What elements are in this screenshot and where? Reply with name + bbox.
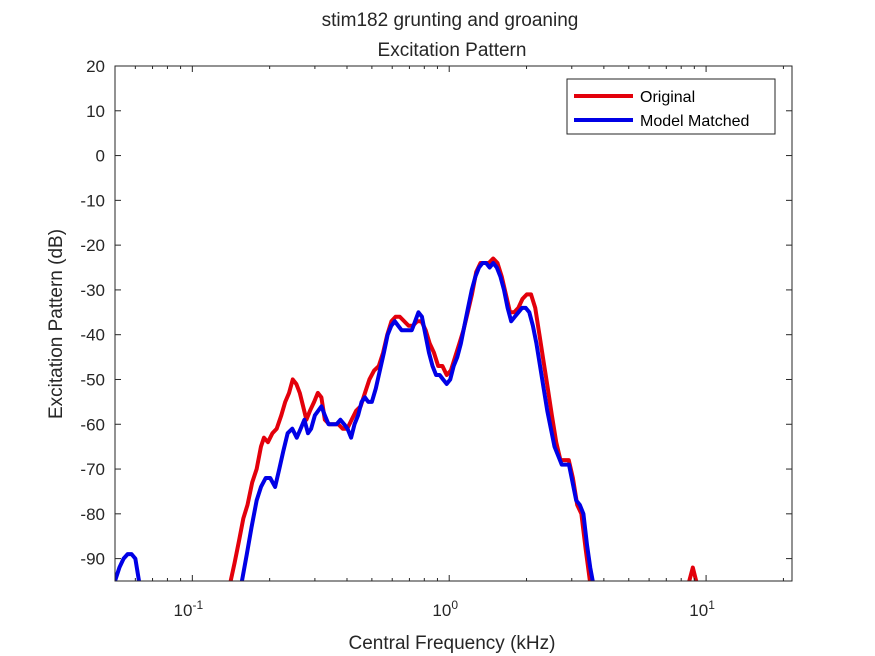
y-tick-label: -40 [80, 326, 105, 345]
y-tick-label: -80 [80, 505, 105, 524]
y-tick-label: -50 [80, 370, 105, 389]
series-line-model-matched [115, 552, 141, 581]
y-tick-label: -10 [80, 191, 105, 210]
series-layer [115, 256, 699, 581]
series-line-original [228, 256, 592, 581]
y-axis: 20 10 0 -10 -20 -30 -40 -50 -60 -70 -80 -90 [80, 57, 792, 569]
x-axis-label: Central Frequency (kHz) [349, 633, 556, 654]
y-tick-label: 20 [86, 57, 105, 76]
chart-subtitle: Excitation Pattern [378, 40, 527, 61]
legend-label-model-matched: Model Matched [640, 113, 749, 130]
y-tick-label: 0 [96, 147, 105, 166]
series-model-matched [115, 261, 595, 581]
y-tick-label: -70 [80, 460, 105, 479]
y-axis-label: Excitation Pattern (dB) [46, 229, 67, 419]
series-original [228, 256, 699, 581]
series-line-original [687, 565, 699, 581]
axes-box [114, 65, 793, 582]
y-tick-label: -30 [80, 281, 105, 300]
plot-area [115, 66, 792, 581]
chart-title: stim182 grunting and groaning [322, 10, 579, 31]
legend-label-original: Original [640, 89, 695, 106]
y-tick-label: -90 [80, 550, 105, 569]
y-tick-label: 10 [86, 102, 105, 121]
y-tick-label: -60 [80, 415, 105, 434]
y-tick-label: -20 [80, 236, 105, 255]
legend-box [566, 78, 776, 135]
legend: Original Model Matched [566, 78, 776, 135]
series-line-model-matched [239, 261, 595, 581]
